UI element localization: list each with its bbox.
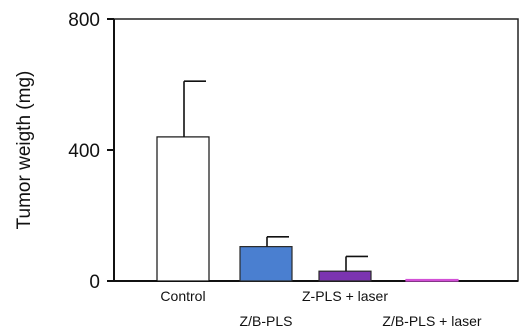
category-label: Z-PLS + laser (302, 288, 388, 304)
y-tick-label: 800 (68, 10, 100, 31)
y-tick-label: 0 (89, 272, 100, 293)
bar (239, 246, 293, 282)
category-label: Control (160, 288, 205, 304)
error-bars (183, 80, 368, 272)
category-label: Z/B-PLS + laser (382, 313, 482, 329)
y-tick-label: 400 (68, 141, 100, 162)
bar (405, 278, 459, 282)
category-label: Z/B-PLS (240, 313, 293, 329)
bars (156, 136, 459, 282)
y-axis-title: Tumor weigth (mg) (14, 71, 35, 230)
bar (318, 270, 372, 282)
category-labels: Control Z/B-PLS Z-PLS + laser Z/B-PLS + las… (160, 288, 482, 329)
y-ticks: 0 400 800 (68, 10, 114, 293)
bar (156, 136, 210, 282)
